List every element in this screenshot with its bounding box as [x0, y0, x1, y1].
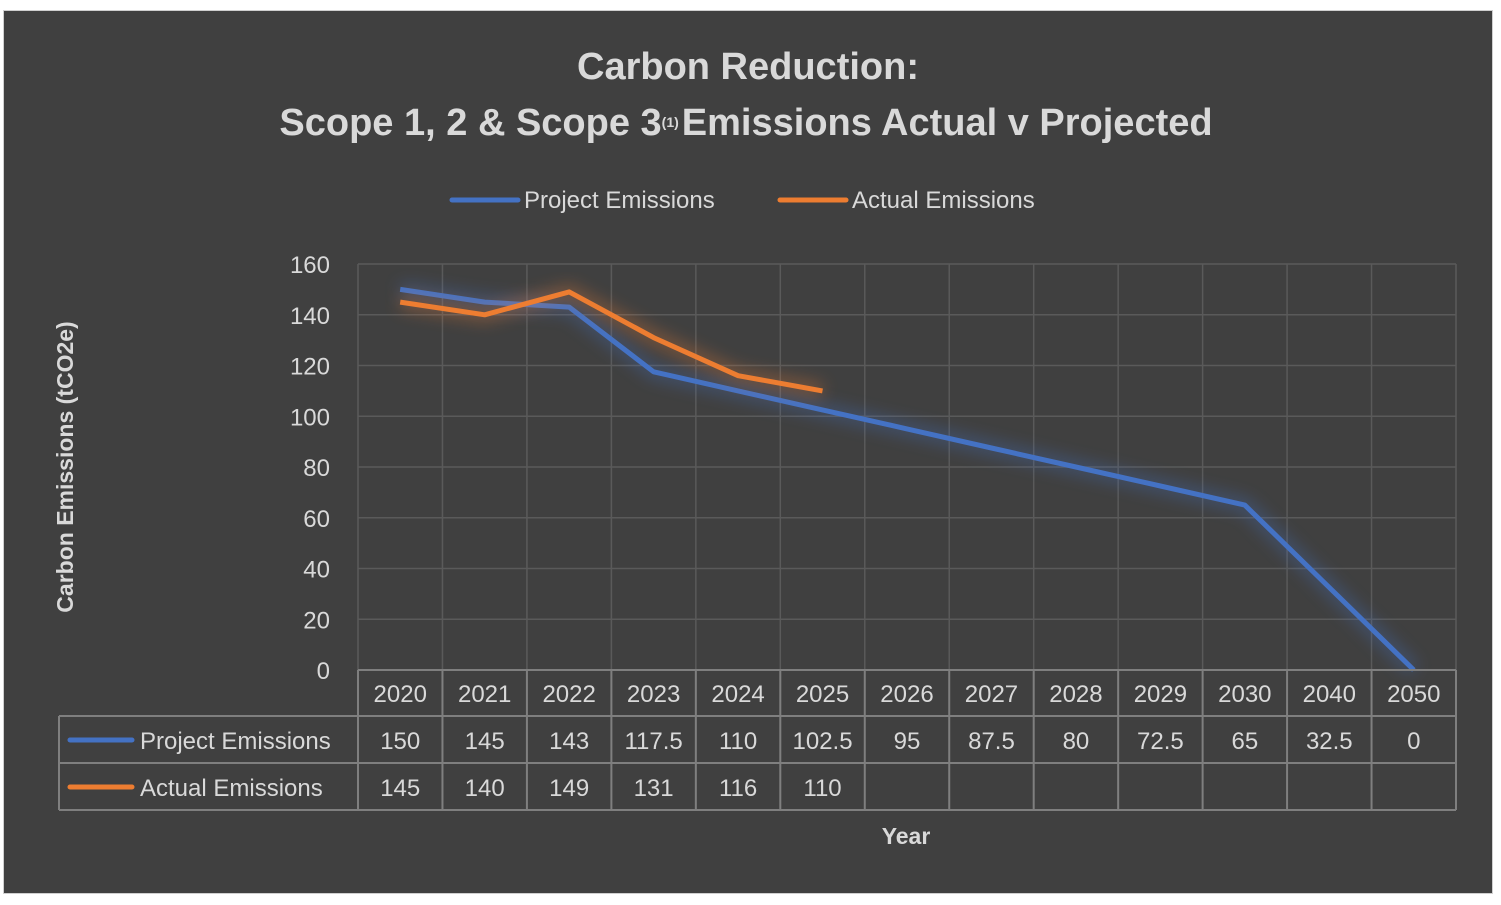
x-category-label: 2027 — [965, 681, 1018, 708]
y-axis-label: Carbon Emissions (tCO2e) — [52, 321, 78, 612]
table-cell: 150 — [380, 728, 420, 755]
x-category-label: 2029 — [1134, 681, 1187, 708]
x-axis-label: Year — [882, 823, 931, 849]
y-tick-label: 20 — [303, 607, 330, 634]
x-category-label: 2040 — [1303, 681, 1356, 708]
x-category-label: 2022 — [542, 681, 595, 708]
y-tick-label: 40 — [303, 557, 330, 584]
table-cell: 149 — [549, 775, 589, 802]
x-category-label: 2024 — [711, 681, 764, 708]
table-cell: 145 — [465, 728, 505, 755]
table-cell: 32.5 — [1306, 728, 1353, 755]
legend-label: Actual Emissions — [852, 187, 1035, 214]
series-line-0 — [399, 286, 1416, 672]
table-cell: 95 — [894, 728, 921, 755]
series-glow — [399, 282, 1419, 676]
series-line-1 — [399, 289, 823, 394]
title-part-a: Scope 1, 2 & Scope 3 — [279, 102, 661, 144]
y-tick-label: 160 — [290, 252, 330, 279]
x-category-label: 2050 — [1387, 681, 1440, 708]
x-category-label: 2028 — [1049, 681, 1102, 708]
chart-title-line1: Carbon Reduction: — [577, 46, 919, 88]
table-cell: 72.5 — [1137, 728, 1184, 755]
table-cell: 110 — [803, 775, 841, 802]
title-part-b: Emissions Actual v Projected — [682, 102, 1213, 144]
table-cell: 143 — [549, 728, 589, 755]
table-cell: 140 — [465, 775, 505, 802]
table-cell: 102.5 — [793, 728, 853, 755]
table-cell: 116 — [719, 775, 757, 802]
y-tick-label: 120 — [290, 354, 330, 381]
table-cell: 117.5 — [624, 728, 682, 755]
y-tick-label: 80 — [303, 455, 330, 482]
x-category-label: 2030 — [1218, 681, 1271, 708]
chart-area — [3, 10, 1493, 894]
title-superscript: (1) — [662, 114, 679, 130]
y-tick-label: 0 — [317, 658, 330, 685]
table-cell: 87.5 — [968, 728, 1015, 755]
legend-label: Project Emissions — [524, 187, 715, 214]
x-category-label: 2025 — [796, 681, 849, 708]
x-category-label: 2026 — [880, 681, 933, 708]
table-cell: 65 — [1231, 728, 1258, 755]
x-category-label: 2023 — [627, 681, 680, 708]
chart-title-line2: Scope 1, 2 & Scope 3(1)Emissions Actual … — [279, 102, 1212, 144]
y-tick-label: 100 — [290, 404, 330, 431]
table-series-name: Actual Emissions — [140, 775, 323, 802]
table-series-name: Project Emissions — [140, 728, 331, 755]
y-tick-label: 140 — [290, 303, 330, 330]
table-cell: 80 — [1063, 728, 1090, 755]
table-cell: 110 — [719, 728, 757, 755]
table-cell: 145 — [380, 775, 420, 802]
x-category-label: 2021 — [458, 681, 511, 708]
y-tick-label: 60 — [303, 506, 330, 533]
table-cell: 131 — [634, 775, 674, 802]
x-category-label: 2020 — [374, 681, 427, 708]
table-cell: 0 — [1407, 728, 1420, 755]
